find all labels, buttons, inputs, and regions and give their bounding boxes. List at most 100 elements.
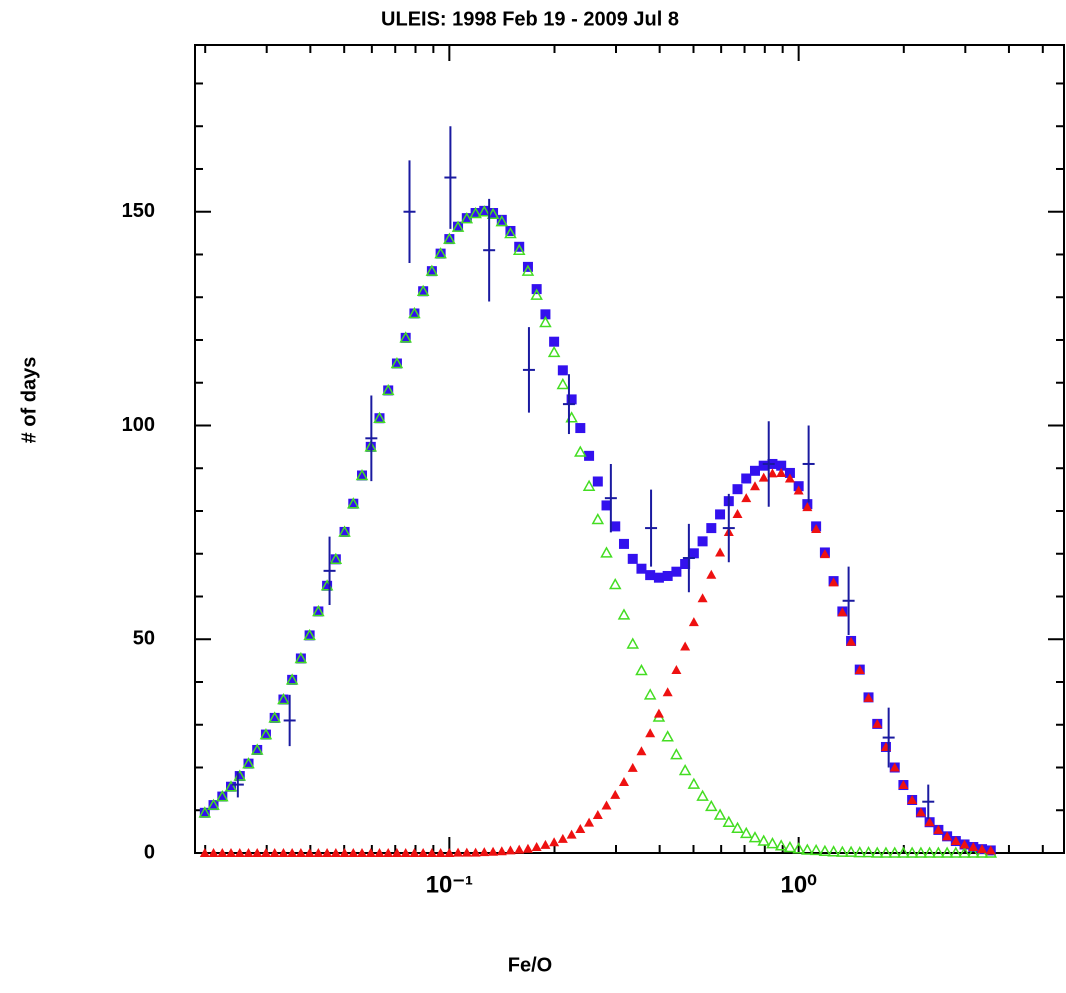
open-triangle-point: [766, 837, 779, 849]
open-triangle-point: [504, 226, 517, 239]
square-point: [732, 484, 743, 495]
triangle-point: [549, 837, 560, 847]
square-point: [243, 758, 254, 769]
open-triangle-point: [932, 846, 945, 858]
triangle-point: [680, 641, 691, 651]
square-point: [287, 674, 298, 685]
square-point: [313, 606, 324, 617]
open-triangle-point: [635, 663, 648, 676]
triangle-point: [837, 607, 848, 617]
square-point: [758, 460, 769, 471]
open-triangle-point: [329, 552, 343, 565]
square-point: [749, 465, 760, 476]
triangle-point: [968, 842, 979, 852]
open-triangle-point: [539, 315, 552, 328]
triangle-point: [819, 549, 830, 559]
open-triangle-point: [748, 831, 762, 843]
open-triangle-point: [355, 468, 369, 481]
open-triangle-point: [696, 789, 709, 801]
square-point: [505, 225, 516, 236]
square-point: [357, 470, 368, 481]
square-point: [601, 500, 612, 511]
square-point: [330, 554, 341, 565]
triangle-point: [907, 794, 918, 804]
open-triangle-point: [416, 284, 430, 296]
square-point: [470, 208, 481, 219]
open-triangle-point: [399, 331, 412, 343]
triangle-point: [863, 692, 874, 702]
open-triangle-point: [809, 843, 823, 856]
triangle-point: [322, 848, 333, 857]
open-triangle-point: [434, 247, 447, 259]
open-triangle-point: [547, 345, 561, 358]
square-point: [557, 365, 568, 376]
open-triangle-point: [801, 843, 814, 855]
triangle-point: [846, 636, 857, 646]
triangle-point: [295, 848, 306, 857]
triangle-point: [872, 718, 883, 728]
triangle-point: [391, 848, 402, 857]
open-triangle-point: [207, 798, 220, 810]
square-point: [304, 630, 315, 641]
square-point: [295, 653, 306, 664]
triangle-point: [942, 831, 953, 841]
square-point: [488, 208, 499, 219]
triangle-point: [540, 839, 551, 849]
square-point: [479, 205, 490, 216]
triangle-point: [208, 848, 219, 857]
triangle-point: [671, 665, 682, 675]
square-point: [444, 234, 455, 245]
triangle-point: [627, 762, 638, 772]
triangle-point: [950, 836, 961, 846]
square-point: [496, 214, 507, 225]
open-triangle-point: [312, 604, 325, 617]
triangle-point: [496, 846, 507, 856]
square-point: [391, 358, 402, 369]
triangle-point: [514, 844, 525, 854]
triangle-point: [269, 848, 280, 857]
open-triangle-point: [905, 846, 919, 858]
square-point: [278, 694, 289, 705]
open-triangle-point: [643, 688, 657, 700]
x-tick-label: 10⁻¹: [426, 871, 473, 898]
triangle-point: [653, 708, 664, 718]
triangle-point: [365, 848, 376, 857]
triangle-point: [584, 817, 595, 827]
square-point: [618, 538, 629, 549]
triangle-point: [933, 824, 944, 834]
open-triangle-point: [443, 232, 456, 244]
open-triangle-point: [870, 846, 884, 858]
open-triangle-point: [574, 445, 587, 457]
open-triangle-point: [556, 377, 570, 390]
y-tick-label: 150: [122, 200, 155, 222]
square-point: [776, 460, 787, 471]
triangle-point: [374, 848, 385, 857]
open-triangle-point: [661, 730, 674, 742]
open-triangle-point: [678, 763, 692, 776]
square-point: [610, 521, 621, 532]
triangle-point: [985, 845, 996, 855]
triangle-point: [592, 809, 603, 819]
open-triangle-point: [897, 846, 910, 858]
triangle-point: [793, 485, 804, 495]
triangle-point: [357, 848, 368, 857]
square-point: [697, 536, 708, 547]
triangle-point: [522, 843, 533, 853]
triangle-point: [566, 829, 577, 839]
open-triangle-point: [687, 777, 701, 789]
triangle-point: [575, 824, 586, 834]
triangle-point: [732, 508, 743, 518]
triangle-point: [889, 762, 900, 772]
triangle-point: [400, 848, 411, 857]
open-triangle-point: [250, 743, 264, 755]
open-triangle-point: [783, 840, 797, 853]
plot-frame: [194, 44, 1065, 854]
open-triangle-point: [626, 637, 640, 649]
triangle-point: [636, 746, 647, 756]
open-triangle-point: [958, 846, 971, 858]
open-triangle-point: [705, 799, 718, 812]
square-point: [226, 781, 237, 792]
square-point: [592, 476, 603, 487]
open-triangle-point: [347, 497, 360, 509]
